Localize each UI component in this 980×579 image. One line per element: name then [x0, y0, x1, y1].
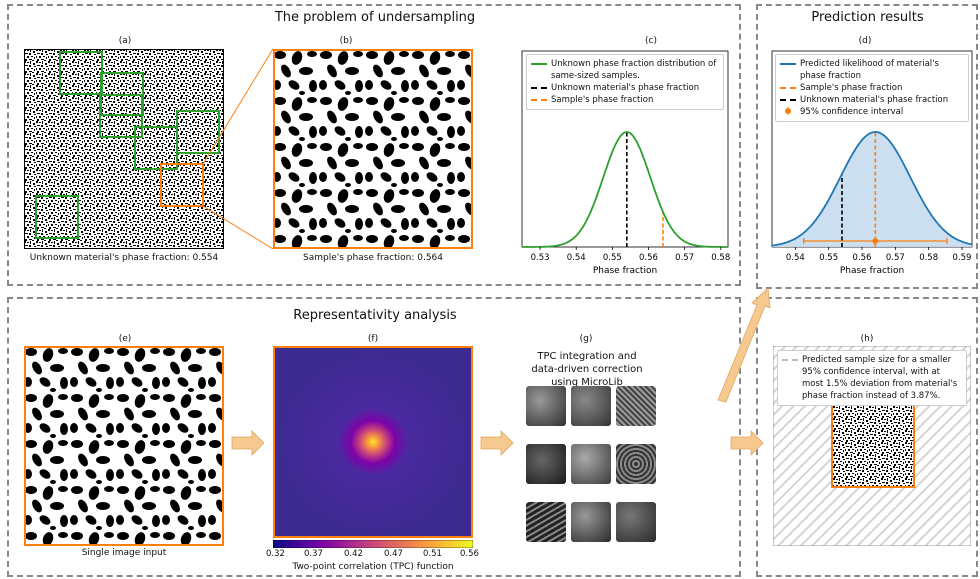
arrow-g-to-h [730, 430, 764, 456]
x-tick-label: 0.57 [886, 253, 905, 263]
distribution-curve [771, 131, 973, 247]
material-phase-fraction-caption: Unknown material's phase fraction: 0.554 [29, 253, 219, 263]
x-tick-label: 0.54 [567, 253, 586, 263]
tpc-caption: Two-point correlation (TPC) function [292, 562, 454, 572]
tpc-heatmap [273, 346, 473, 538]
panel-e-label: (e) [118, 334, 132, 344]
panel-f-label: (f) [367, 334, 379, 344]
legend-h-text: Predicted sample size for a smaller 95% … [802, 355, 958, 401]
cbar-tick: 0.56 [460, 549, 479, 559]
cbar-tick: 0.37 [304, 549, 323, 559]
panel-d-label: (d) [858, 36, 872, 46]
legend-d-sample: Sample's phase fraction [800, 83, 903, 93]
arrow-f-to-g [480, 430, 514, 456]
x-tick-label: 0.55 [819, 253, 838, 263]
single-image-input [24, 346, 224, 546]
x-tick-label: 0.58 [919, 253, 938, 263]
panel-c-label: (c) [645, 36, 657, 46]
panel-h-label: (h) [860, 334, 874, 344]
panel-d-legend: Predicted likelihood of material's phase… [775, 54, 969, 122]
sample-image [273, 49, 473, 249]
legend-d-likelihood: Predicted likelihood of material's phase… [800, 59, 939, 81]
material-image [24, 49, 224, 249]
cbar-tick: 0.47 [384, 549, 403, 559]
panel-c-chart: 0.53 0.54 0.55 0.56 0.57 0.58 Phase fraction [521, 50, 730, 276]
x-tick-label: 0.56 [639, 253, 658, 263]
x-tick-label: 0.57 [675, 253, 694, 263]
microstructure-cube [526, 502, 566, 542]
sample-phase-fraction-caption: Sample's phase fraction: 0.564 [302, 253, 444, 263]
cbar-tick: 0.51 [423, 549, 442, 559]
arrow-g-to-d [717, 287, 771, 403]
x-tick-label: 0.59 [953, 253, 972, 263]
arrow-e-to-f [231, 430, 265, 456]
panel-b-label: (b) [339, 36, 353, 46]
microstructure-cube [616, 502, 656, 542]
x-tick-label: 0.58 [711, 253, 730, 263]
x-axis-label: Phase fraction [840, 266, 904, 276]
x-axis-label: Phase fraction [593, 266, 657, 276]
microstructure-cube [526, 386, 566, 426]
likelihood-fill [772, 132, 972, 247]
panel-c-legend: Unknown phase fraction distribution of s… [526, 54, 724, 110]
legend-d-ci: 95% confidence interval [800, 107, 904, 117]
microstructure-cube [616, 444, 656, 484]
panel-h-legend: Predicted sample size for a smaller 95% … [777, 350, 967, 406]
x-tick-label: 0.53 [531, 253, 550, 263]
legend-d-material: Unknown material's phase fraction [800, 95, 949, 105]
panel-g-label: (g) [579, 334, 593, 344]
cbar-tick: 0.42 [344, 549, 363, 559]
sample-box [160, 163, 204, 207]
cbar-tick: 0.32 [266, 549, 285, 559]
plot-frame [521, 50, 729, 248]
x-tick-label: 0.54 [786, 253, 805, 263]
microstructure-cube [571, 502, 611, 542]
subsample-boxes [35, 51, 220, 239]
single-image-caption: Single image input [81, 548, 167, 558]
representativity-title: Representativity analysis [293, 308, 457, 323]
panel-d-chart: 0.54 0.55 0.56 0.57 0.58 0.59 Phase fraction [771, 50, 973, 276]
undersampling-section [7, 4, 741, 286]
panel-a-label: (a) [118, 36, 132, 46]
x-tick-label: 0.56 [853, 253, 872, 263]
microstructure-cube [571, 444, 611, 484]
microstructure-cube [616, 386, 656, 426]
ci-center-point [872, 238, 879, 244]
microstructure-cube [571, 386, 611, 426]
legend-c-distribution: Unknown phase fraction distribution of s… [551, 59, 717, 81]
microlib-cubes [526, 386, 656, 556]
legend-c-material: Unknown material's phase fraction [551, 83, 700, 93]
prediction-results-title: Prediction results [811, 10, 924, 25]
prediction-results-section [756, 4, 978, 289]
tpc-colorbar [273, 540, 473, 548]
microlib-text: TPC integration and data-driven correcti… [531, 351, 643, 388]
legend-c-sample: Sample's phase fraction [551, 95, 654, 105]
x-tick-label: 0.55 [603, 253, 622, 263]
colorbar-ticks: 0.32 0.37 0.42 0.47 0.51 0.56 [266, 549, 480, 560]
distribution-curve [522, 131, 728, 248]
microstructure-cube [526, 444, 566, 484]
undersampling-title: The problem of undersampling [274, 10, 476, 25]
